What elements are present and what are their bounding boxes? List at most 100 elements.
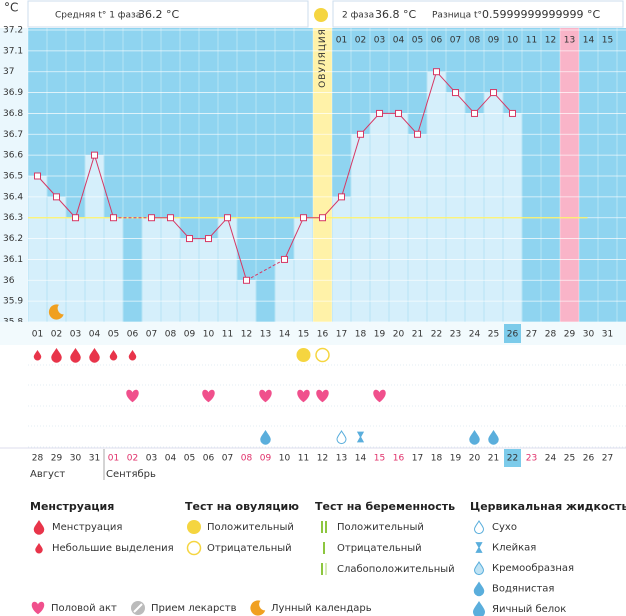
temperature-point	[452, 89, 459, 97]
x-tick-label: 14	[279, 330, 291, 340]
temperature-point	[338, 193, 345, 201]
temperature-bar	[218, 217, 237, 322]
legend-icon-shape	[321, 521, 323, 533]
menstruation-icon	[128, 350, 137, 361]
phase2-label: 2 фаза	[342, 11, 374, 21]
y-tick-label: 36.8	[3, 109, 23, 119]
legend-label: Небольшие выделения	[52, 543, 174, 554]
intercourse-icon-shape	[316, 389, 329, 403]
x-tick-label: 07	[146, 330, 157, 340]
legend-icon	[250, 600, 266, 616]
temperature-point	[490, 89, 497, 97]
temperature-point	[357, 130, 364, 138]
y-tick-label: 36.3	[3, 213, 23, 223]
cycle-day-label: 14	[583, 36, 595, 46]
cervical-fluid-icon	[260, 430, 271, 445]
lunar-icon	[48, 304, 64, 320]
phase2-value: 36.8 °C	[375, 8, 416, 21]
x-tick-label: 29	[564, 330, 576, 340]
y-tick-label: 36.4	[3, 192, 23, 202]
x-tick-label: 21	[412, 330, 423, 340]
legend-icon	[321, 563, 327, 575]
symbols-bg	[0, 345, 626, 448]
legend-label: Половой акт	[51, 603, 117, 614]
date-label: 10	[279, 454, 291, 464]
date-label: 11	[298, 454, 309, 464]
legend-title: Тест на беременность	[315, 500, 455, 513]
x-tick-label: 09	[184, 330, 196, 340]
cycle-day-label: 13	[564, 36, 575, 46]
date-label: 01	[108, 454, 119, 464]
x-tick-label: 19	[374, 330, 386, 340]
ovulation-icon	[314, 8, 328, 22]
legend-icon-shape	[473, 601, 485, 616]
cycle-day-label: 05	[412, 36, 423, 46]
temperature-point	[319, 214, 326, 222]
date-label: 16	[393, 454, 405, 464]
x-tick-label: 02	[51, 330, 62, 340]
x-tick-label: 11	[222, 330, 233, 340]
date-label: 18	[431, 454, 443, 464]
legend-icon	[323, 542, 325, 554]
date-label: 14	[355, 454, 367, 464]
menstruation-icon	[70, 348, 81, 363]
legend-icon	[473, 601, 485, 616]
temperature-point	[509, 109, 516, 117]
y-tick-label: 36.6	[3, 151, 23, 161]
legend-label: Отрицательный	[337, 543, 422, 554]
legend-label: Водянистая	[492, 584, 554, 595]
cycle-day-label: 03	[374, 36, 385, 46]
cycle-day-label: 08	[469, 36, 481, 46]
intercourse-icon	[202, 389, 215, 403]
menstruation-icon	[89, 348, 100, 363]
y-tick-label: 36.2	[3, 234, 23, 244]
temperature-point	[243, 276, 250, 284]
diff-label: Разница t°	[432, 11, 482, 21]
legend-label: Прием лекарств	[151, 603, 237, 614]
cycle-day-label: 10	[507, 36, 519, 46]
temperature-bar	[142, 217, 161, 322]
legend-icon-shape	[250, 600, 266, 616]
legend-icon-shape	[325, 521, 327, 533]
day-row-bg	[0, 322, 626, 345]
legend-label: Положительный	[207, 522, 294, 533]
intercourse-icon	[373, 389, 386, 403]
temperature-bar	[275, 259, 294, 322]
x-tick-label: 30	[583, 330, 595, 340]
date-label: 29	[51, 454, 63, 464]
legend-label: Кремообразная	[492, 563, 574, 574]
temperature-point	[433, 68, 440, 76]
date-label: 27	[602, 454, 613, 464]
date-label: 31	[89, 454, 100, 464]
cycle-day-label: 01	[336, 36, 347, 46]
diff-value: 0.5999999999999 °C	[482, 8, 600, 21]
intercourse-icon	[297, 389, 310, 403]
date-label: 23	[526, 454, 537, 464]
date-label: 17	[412, 454, 423, 464]
legend-label: Слабоположительный	[337, 564, 455, 575]
intercourse-icon-shape	[373, 389, 386, 403]
legend-icon-shape	[475, 521, 484, 534]
cervical-fluid-icon	[469, 430, 480, 445]
cycle-day-label: 07	[450, 36, 461, 46]
legend-icon	[131, 601, 145, 615]
temperature-bar	[351, 134, 370, 322]
date-label: 24	[545, 454, 557, 464]
legend-icon	[186, 540, 202, 556]
month-label: Сентябрь	[106, 469, 156, 480]
ovulation-label: ОВУЛЯЦИЯ	[318, 28, 328, 88]
temperature-point	[72, 214, 79, 222]
temperature-bar	[294, 217, 313, 322]
cervical-fluid-icon	[337, 431, 346, 444]
x-tick-label: 18	[355, 330, 367, 340]
menstruation-icon-shape	[33, 350, 42, 361]
temperature-point	[471, 109, 478, 117]
legend-icon	[321, 521, 327, 533]
phase2-box	[332, 0, 624, 28]
intercourse-icon-shape	[297, 389, 310, 403]
legend-title: Тест на овуляцию	[185, 500, 299, 513]
cycle-day-label: 02	[355, 36, 366, 46]
temperature-point	[224, 214, 231, 222]
temperature-point	[300, 214, 307, 222]
legend-icon-shape	[186, 540, 202, 556]
